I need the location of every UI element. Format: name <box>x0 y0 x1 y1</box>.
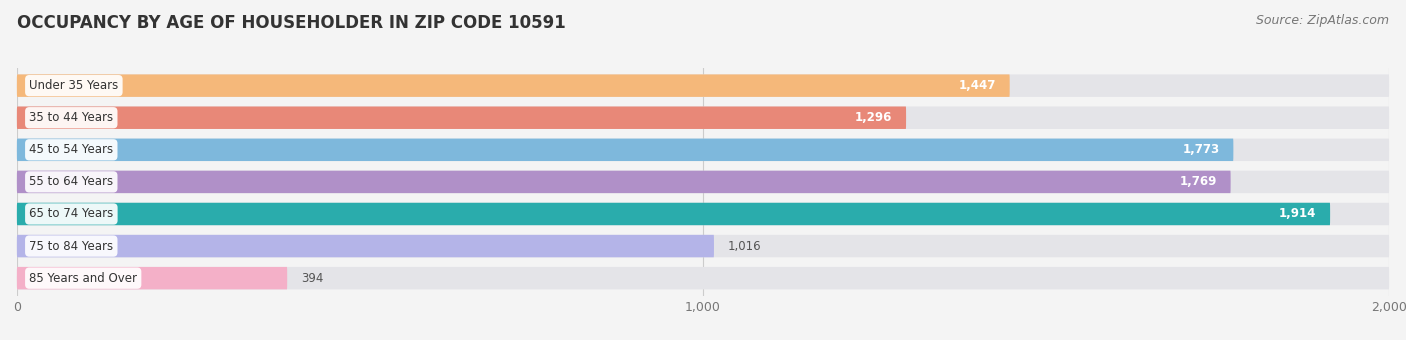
FancyBboxPatch shape <box>17 74 1389 97</box>
FancyBboxPatch shape <box>17 235 1389 257</box>
Text: 35 to 44 Years: 35 to 44 Years <box>30 111 114 124</box>
Text: 1,447: 1,447 <box>959 79 995 92</box>
FancyBboxPatch shape <box>17 106 905 129</box>
Text: 1,914: 1,914 <box>1279 207 1316 220</box>
Text: 55 to 64 Years: 55 to 64 Years <box>30 175 114 188</box>
Text: 65 to 74 Years: 65 to 74 Years <box>30 207 114 220</box>
Text: Under 35 Years: Under 35 Years <box>30 79 118 92</box>
Text: 394: 394 <box>301 272 323 285</box>
Text: 1,296: 1,296 <box>855 111 893 124</box>
Text: 85 Years and Over: 85 Years and Over <box>30 272 138 285</box>
FancyBboxPatch shape <box>17 74 1010 97</box>
FancyBboxPatch shape <box>17 106 1389 129</box>
FancyBboxPatch shape <box>17 203 1330 225</box>
Text: 75 to 84 Years: 75 to 84 Years <box>30 240 114 253</box>
FancyBboxPatch shape <box>17 203 1389 225</box>
FancyBboxPatch shape <box>17 139 1233 161</box>
Text: 1,769: 1,769 <box>1180 175 1218 188</box>
FancyBboxPatch shape <box>17 171 1230 193</box>
Text: 1,773: 1,773 <box>1182 143 1219 156</box>
FancyBboxPatch shape <box>17 267 1389 289</box>
Text: OCCUPANCY BY AGE OF HOUSEHOLDER IN ZIP CODE 10591: OCCUPANCY BY AGE OF HOUSEHOLDER IN ZIP C… <box>17 14 565 32</box>
Text: 45 to 54 Years: 45 to 54 Years <box>30 143 114 156</box>
Text: 1,016: 1,016 <box>728 240 761 253</box>
FancyBboxPatch shape <box>17 139 1389 161</box>
FancyBboxPatch shape <box>17 235 714 257</box>
FancyBboxPatch shape <box>17 171 1389 193</box>
FancyBboxPatch shape <box>17 267 287 289</box>
Text: Source: ZipAtlas.com: Source: ZipAtlas.com <box>1256 14 1389 27</box>
